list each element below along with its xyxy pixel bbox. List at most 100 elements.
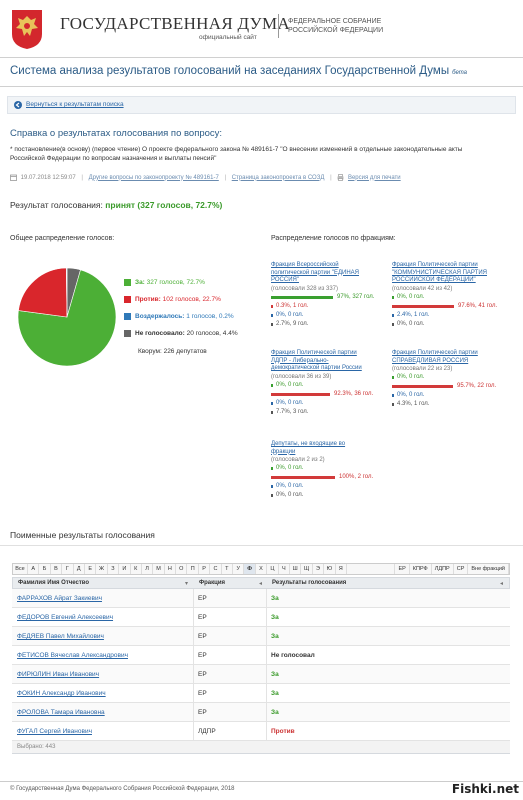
alphabet-letter-all[interactable]: Все <box>13 564 28 574</box>
alphabet-letter-М[interactable]: М <box>153 564 165 574</box>
faction-name-link[interactable]: Фракция Всероссийской политической партии… <box>271 262 383 285</box>
alphabet-letter-О[interactable]: О <box>176 564 188 574</box>
alphabet-letter-Б[interactable]: Б <box>39 564 51 574</box>
column-separator <box>266 646 267 664</box>
alphabet-letter-А[interactable]: А <box>28 564 40 574</box>
print-icon[interactable] <box>337 174 344 181</box>
faction-stat-row: 0%, 0 гол. <box>392 373 504 382</box>
deputy-name-link[interactable]: ФУГАЛ Сергей Иванович <box>17 728 92 735</box>
deputy-name-link[interactable]: ФОКИН Александр Иванович <box>17 690 106 697</box>
alphabet-letter-Ж[interactable]: Ж <box>96 564 108 574</box>
alphabet-letter-Л[interactable]: Л <box>142 564 154 574</box>
alphabet-letter-Р[interactable]: Р <box>199 564 211 574</box>
column-header-faction[interactable]: Фракция <box>199 580 226 586</box>
faction-filter-ЛДПР[interactable]: ЛДПР <box>432 564 454 574</box>
deputy-name-link[interactable]: ФИРЮЛИН Иван Иванович <box>17 671 100 678</box>
faction-filter-Вне фракций[interactable]: Вне фракций <box>468 564 509 574</box>
column-separator <box>266 589 267 607</box>
faction-name-link[interactable]: Фракция Политической партии ЛДПР - Либера… <box>271 350 383 373</box>
table-row: ФРОЛОВА Тамара Ивановна ЕР За <box>12 703 510 722</box>
votes-table: Фамилия Имя Отчество ▾ Фракция ◂ Результ… <box>12 577 510 754</box>
faction-stat-row: 0%, 0 гол. <box>392 293 504 302</box>
alphabet-letter-Г[interactable]: Г <box>62 564 74 574</box>
legend-value: 102 голосов, 22.7% <box>162 296 221 304</box>
alphabet-letter-Я[interactable]: Я <box>336 564 347 574</box>
faction-stat-bar <box>271 476 335 479</box>
faction-stat-marker <box>271 322 273 326</box>
back-bar: Вернуться к результатам поиска <box>7 96 516 114</box>
faction-stat-marker <box>271 313 273 317</box>
print-version-link[interactable]: Версия для печати <box>347 174 401 181</box>
alphabet-letter-Ш[interactable]: Ш <box>290 564 302 574</box>
meta-row: 19.07.2018 12:59:07 | Другие вопросы по … <box>10 174 401 184</box>
faction-stat-value: 95.7%, 22 гол. <box>457 383 497 389</box>
faction-name-link[interactable]: Фракция Политической партии "КОММУНИСТИЧЕ… <box>392 262 504 285</box>
alphabet-letter-Н[interactable]: Н <box>165 564 177 574</box>
alphabet-letter-Щ[interactable]: Щ <box>301 564 313 574</box>
alphabet-letter-Ф[interactable]: Ф <box>244 564 256 574</box>
sort-arrow-icon[interactable]: ▾ <box>185 581 189 587</box>
other-votes-link[interactable]: Другие вопросы по законопроекту № 489161… <box>88 174 219 181</box>
alphabet-letter-С[interactable]: С <box>210 564 222 574</box>
alphabet-letter-Ю[interactable]: Ю <box>324 564 336 574</box>
result-prefix: Результат голосования: <box>10 200 103 210</box>
faction-stat-value: 97.6%, 41 гол. <box>458 302 498 309</box>
meta-separator: | <box>81 174 83 181</box>
faction-stat-row: 0%, 0 гол. <box>271 482 383 491</box>
deputy-name-link[interactable]: ФЕТИСОВ Вячеслав Александрович <box>17 652 128 659</box>
back-arrow-icon[interactable] <box>14 101 22 109</box>
alphabet-letter-Ц[interactable]: Ц <box>267 564 279 574</box>
back-to-results-link[interactable]: Вернуться к результатам поиска <box>26 101 124 108</box>
alphabet-letter-З[interactable]: З <box>108 564 120 574</box>
deputy-vote-result: За <box>271 633 279 640</box>
alphabet-letter-Х[interactable]: Х <box>256 564 268 574</box>
faction-name-link[interactable]: Депутаты, не входящие во фракции <box>271 441 383 456</box>
faction-filter-ЕР[interactable]: ЕР <box>394 564 410 574</box>
alphabet-letter-Е[interactable]: Е <box>85 564 97 574</box>
table-row: ФЕДОРОВ Евгений Алексеевич ЕР За <box>12 608 510 627</box>
deputy-name-link[interactable]: ФРОЛОВА Тамара Ивановна <box>17 709 105 716</box>
faction-filter-КПРФ[interactable]: КПРФ <box>410 564 432 574</box>
deputy-faction: ЕР <box>198 652 207 659</box>
legend-item-za: За: 327 голосов, 72.7% <box>124 279 205 288</box>
faction-stat-bar <box>271 392 330 396</box>
site-title[interactable]: ГОСУДАРСТВЕННАЯ ДУМА <box>60 14 290 33</box>
faction-filter-СР[interactable]: СР <box>454 564 469 574</box>
column-header-name[interactable]: Фамилия Имя Отчество <box>18 580 90 586</box>
alphabet-letter-Т[interactable]: Т <box>222 564 234 574</box>
faction-stat-value: 4.3%, 1 гол. <box>397 401 430 407</box>
alphabet-letter-У[interactable]: У <box>233 564 245 574</box>
faction-name-line: ЛДПР - Либерально- <box>271 357 329 364</box>
faction-card: Фракция Политической партии СПРАВЕДЛИВАЯ … <box>392 350 504 409</box>
column-header-result[interactable]: Результаты голосования <box>272 580 347 586</box>
faction-stat-marker <box>271 467 273 470</box>
deputy-name-link[interactable]: ФЕДЯЕВ Павел Михайлович <box>17 633 104 640</box>
sort-arrow-icon[interactable]: ◂ <box>500 581 504 587</box>
coat-of-arms-icon[interactable] <box>10 8 44 50</box>
faction-voted-count: (голосовали 42 из 42) <box>392 285 453 292</box>
faction-voted-count: (голосовали 2 из 2) <box>271 457 325 463</box>
sort-arrow-icon[interactable]: ◂ <box>259 581 263 587</box>
table-row: ФЕДЯЕВ Павел Михайлович ЕР За <box>12 627 510 646</box>
alphabet-letter-И[interactable]: И <box>119 564 131 574</box>
column-separator <box>266 722 267 740</box>
faction-name-line: политической партии "ЕДИНАЯ <box>271 269 360 276</box>
faction-stat-value: 0%, 0 гол. <box>276 399 304 406</box>
faction-name-link[interactable]: Фракция Политической партии СПРАВЕДЛИВАЯ … <box>392 350 504 365</box>
alphabet-letter-Д[interactable]: Д <box>74 564 85 574</box>
alphabet-filter-bar: Все А Б В Г Д Е Ж З И К Л М Н О П Р С Т У Ф Х Ц Ч Ш Щ Э Ю Я ЕР КПРФ ЛДП… <box>12 563 510 575</box>
deputy-name-link[interactable]: ФАРРАХОВ Айрат Закиевич <box>17 595 102 602</box>
deputy-name-link[interactable]: ФЕДОРОВ Евгений Алексеевич <box>17 614 114 621</box>
faction-stat-row: 92.3%, 36 гол. <box>271 390 383 399</box>
legend-value: 327 голосов, 72.7% <box>146 279 205 287</box>
sozd-page-link[interactable]: Страница законопроекта в СОЗД <box>231 174 325 181</box>
faction-stat-value: 97%, 327 гол. <box>337 293 375 300</box>
alphabet-letter-П[interactable]: П <box>187 564 199 574</box>
alphabet-letter-Ч[interactable]: Ч <box>279 564 290 574</box>
alphabet-letter-В[interactable]: В <box>51 564 63 574</box>
faction-stat-marker <box>271 401 273 405</box>
alphabet-letter-К[interactable]: К <box>131 564 142 574</box>
faction-name-line: РОССИЙСКОЙ ФЕДЕРАЦИИ" <box>392 277 476 283</box>
alphabet-letter-Э[interactable]: Э <box>313 564 325 574</box>
meta-separator: | <box>224 174 227 181</box>
